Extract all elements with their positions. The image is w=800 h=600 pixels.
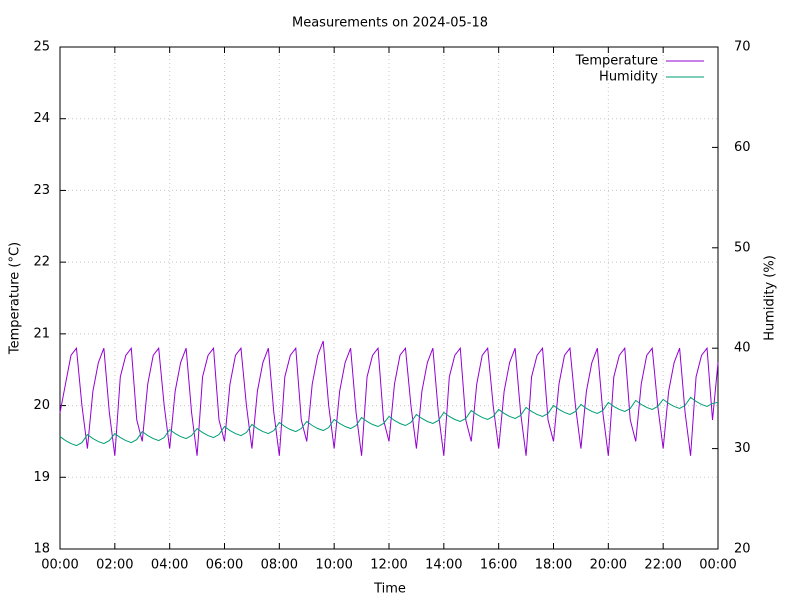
y2-tick-label: 30 <box>734 441 751 456</box>
y-tick-label: 19 <box>33 470 50 485</box>
y-tick-label: 22 <box>33 255 50 270</box>
x-tick-label: 04:00 <box>151 558 188 573</box>
y-tick-label: 21 <box>33 326 50 341</box>
x-tick-label: 16:00 <box>480 558 517 573</box>
x-tick-label: 08:00 <box>261 558 298 573</box>
y2-tick-label: 60 <box>734 140 751 155</box>
x-tick-label: 00:00 <box>699 558 736 573</box>
plot-frame <box>59 46 719 550</box>
y2-tick-label: 50 <box>734 240 751 255</box>
legend-label: Temperature <box>575 54 658 69</box>
y-axis-label: Temperature (°C) <box>8 242 23 355</box>
data-line <box>59 396 719 447</box>
y-tick-label: 20 <box>33 398 50 413</box>
x-tick-label: 20:00 <box>590 558 627 573</box>
y-tick-label: 23 <box>33 183 50 198</box>
x-tick-label: 02:00 <box>96 558 133 573</box>
x-tick-label: 14:00 <box>425 558 462 573</box>
data-line <box>59 340 719 456</box>
chart-title: Measurements on 2024-05-18 <box>292 16 488 31</box>
y2-tick-label: 20 <box>734 542 751 557</box>
x-tick-label: 06:00 <box>206 558 243 573</box>
x-tick-label: 00:00 <box>41 558 78 573</box>
y-tick-label: 24 <box>33 111 50 126</box>
y-tick-label: 25 <box>33 40 50 55</box>
x-tick-label: 18:00 <box>535 558 572 573</box>
x-tick-label: 10:00 <box>315 558 352 573</box>
y2-axis-label: Humidity (%) <box>763 255 778 341</box>
y-tick-label: 18 <box>33 542 50 557</box>
legend-label: Humidity <box>599 70 658 85</box>
y2-tick-label: 40 <box>734 341 751 356</box>
x-axis-label: Time <box>373 582 406 597</box>
x-tick-label: 22:00 <box>644 558 681 573</box>
y2-tick-label: 70 <box>734 40 751 55</box>
x-tick-label: 12:00 <box>370 558 407 573</box>
